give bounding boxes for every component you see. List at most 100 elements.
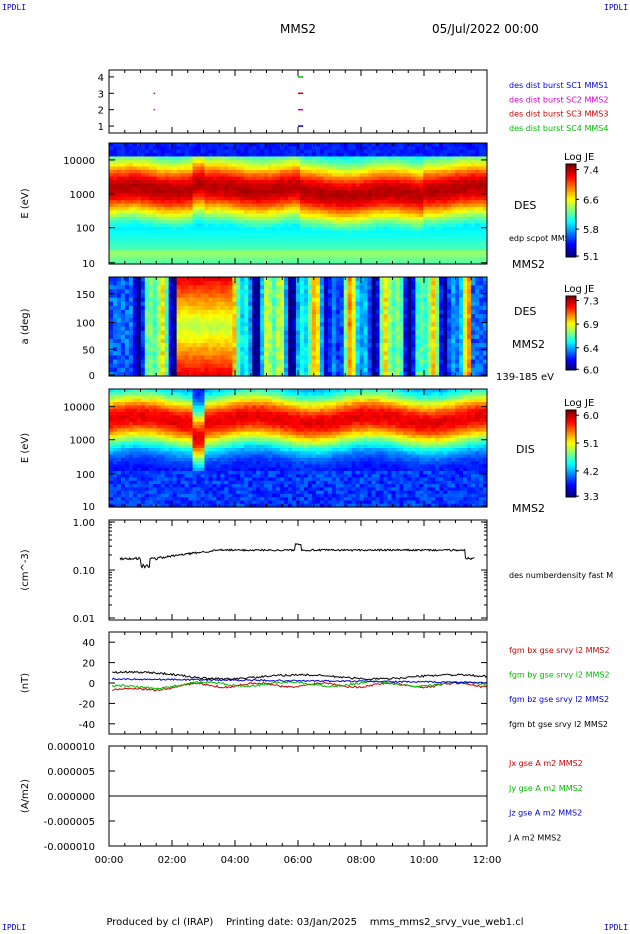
des-energy-cell xyxy=(483,223,488,228)
des-pitch-cell xyxy=(136,318,142,323)
des-energy-cell xyxy=(216,143,222,147)
des-pitch-cell xyxy=(188,314,194,319)
des-energy-cell xyxy=(431,247,436,252)
des-energy-cell xyxy=(216,173,222,178)
des-energy-cell xyxy=(447,153,452,158)
des-energy-cell xyxy=(375,193,381,198)
des-energy-cell xyxy=(116,173,122,178)
des-energy-cell xyxy=(327,206,333,211)
des-pitch-cell xyxy=(208,359,214,365)
des-energy-cell xyxy=(315,213,321,218)
des-energy-cell xyxy=(292,186,297,191)
des-energy-cell xyxy=(156,260,162,265)
des-pitch-cell xyxy=(168,363,174,369)
des-pitch-cell xyxy=(272,367,277,373)
des-pitch-cell xyxy=(180,289,186,295)
des-energy-cell xyxy=(228,179,233,184)
des-energy-cell xyxy=(443,193,448,198)
des-energy-cell xyxy=(144,260,150,265)
des-energy-cell xyxy=(423,190,428,195)
des-energy-cell xyxy=(423,179,428,184)
des-energy-cell xyxy=(128,240,134,245)
des-energy-cell xyxy=(435,193,440,198)
des-energy-cell xyxy=(435,163,440,168)
des-pitch-cell xyxy=(228,367,233,373)
des-energy-cell xyxy=(228,193,233,198)
des-pitch-cell xyxy=(319,314,325,319)
des-energy-cell xyxy=(455,183,460,188)
des-energy-cell xyxy=(327,169,333,174)
des-pitch-cell xyxy=(208,343,214,348)
des-pitch-cell xyxy=(220,322,225,328)
des-pitch-cell xyxy=(299,338,305,344)
des-energy-cell xyxy=(407,223,412,228)
des-energy-cell xyxy=(140,206,146,211)
des-energy-cell xyxy=(331,186,337,191)
des-pitch-cell xyxy=(315,330,321,336)
des-energy-cell xyxy=(120,250,126,255)
des-pitch-cell xyxy=(168,285,174,290)
des-energy-cell xyxy=(192,186,198,191)
des-energy-cell xyxy=(411,186,416,191)
des-energy-cell xyxy=(315,159,321,164)
des-energy-cell xyxy=(367,179,373,184)
des-energy-cell xyxy=(144,186,150,191)
des-energy-cell xyxy=(112,190,118,195)
des-energy-cell xyxy=(148,220,154,225)
des-energy-cell xyxy=(299,237,305,242)
des-energy-cell xyxy=(248,153,253,158)
des-pitch-cell xyxy=(296,347,301,352)
des-energy-cell xyxy=(435,169,440,174)
des-energy-cell xyxy=(260,220,265,225)
des-energy-cell xyxy=(188,213,194,218)
des-pitch-cell xyxy=(335,338,341,344)
des-energy-cell xyxy=(363,223,369,228)
des-energy-cell xyxy=(228,203,233,208)
des-pitch-cell xyxy=(116,289,122,295)
des-energy-cell xyxy=(284,156,289,161)
des-pitch-cell xyxy=(296,326,301,332)
des-energy-cell xyxy=(292,210,297,215)
des-energy-cell xyxy=(140,173,146,178)
des-energy-cell xyxy=(128,243,134,248)
des-energy-cell xyxy=(319,176,325,181)
des-energy-cell xyxy=(383,190,389,195)
des-energy-cell xyxy=(164,186,170,191)
des-pitch-cell xyxy=(220,363,225,369)
des-energy-cell xyxy=(156,237,162,242)
des-energy-cell xyxy=(311,146,317,151)
des-energy-cell xyxy=(451,193,456,198)
des-pitch-cell xyxy=(260,322,265,328)
des-pitch-cell xyxy=(220,285,225,290)
des-energy-cell xyxy=(196,200,202,205)
des-energy-cell xyxy=(479,203,484,208)
des-energy-cell xyxy=(260,166,265,171)
des-energy-cell xyxy=(276,153,281,158)
des-pitch-cell xyxy=(140,351,146,356)
des-pitch-cell xyxy=(144,277,150,282)
des-energy-cell xyxy=(451,260,456,265)
des-energy-cell xyxy=(359,176,365,181)
des-energy-cell xyxy=(168,149,174,154)
des-pitch-cell xyxy=(188,363,194,369)
des-pitch-cell xyxy=(132,363,138,369)
des-energy-cell xyxy=(363,243,369,248)
des-energy-cell xyxy=(208,196,214,201)
des-energy-cell xyxy=(431,176,436,181)
des-energy-cell xyxy=(109,149,114,154)
des-energy-cell xyxy=(212,173,218,178)
des-energy-cell xyxy=(443,183,448,188)
des-pitch-cell xyxy=(260,305,265,311)
des-energy-cell xyxy=(288,233,293,238)
des-energy-cell xyxy=(371,153,377,158)
des-pitch-cell xyxy=(156,343,162,348)
des-pitch-cell xyxy=(136,326,142,332)
des-energy-cell xyxy=(284,159,289,164)
des-pitch-cell xyxy=(252,338,257,344)
des-energy-cell xyxy=(391,163,397,168)
des-energy-cell xyxy=(224,206,229,211)
des-energy-cell xyxy=(232,250,237,255)
des-pitch-cell xyxy=(276,355,281,361)
des-energy-cell xyxy=(144,243,150,248)
des-energy-cell xyxy=(256,210,261,215)
